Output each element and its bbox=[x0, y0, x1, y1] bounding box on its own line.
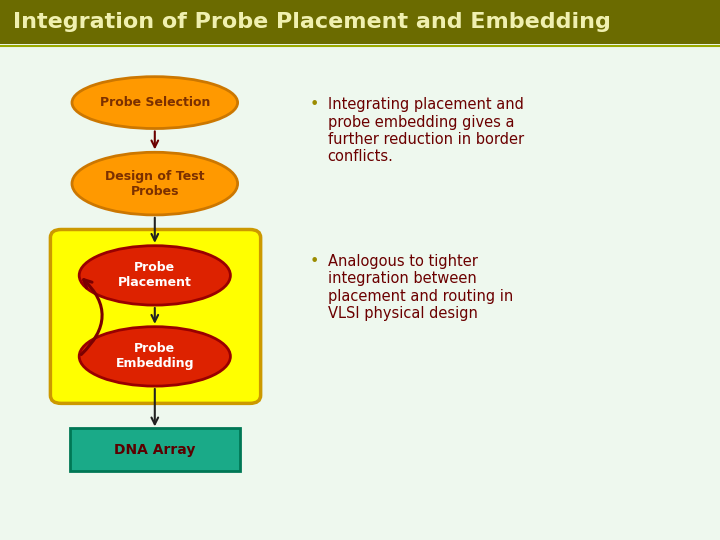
FancyArrowPatch shape bbox=[81, 280, 102, 354]
Text: Integration of Probe Placement and Embedding: Integration of Probe Placement and Embed… bbox=[13, 12, 611, 32]
Text: Probe
Embedding: Probe Embedding bbox=[115, 342, 194, 370]
Text: DNA Array: DNA Array bbox=[114, 443, 196, 456]
Text: Analogous to tighter
integration between
placement and routing in
VLSI physical : Analogous to tighter integration between… bbox=[328, 254, 513, 321]
Text: •: • bbox=[310, 97, 319, 112]
Ellipse shape bbox=[72, 152, 238, 215]
Ellipse shape bbox=[79, 246, 230, 305]
Text: Probe Selection: Probe Selection bbox=[99, 96, 210, 109]
FancyBboxPatch shape bbox=[0, 0, 720, 44]
FancyBboxPatch shape bbox=[50, 230, 261, 403]
Text: Probe
Placement: Probe Placement bbox=[118, 261, 192, 289]
Text: •: • bbox=[310, 254, 319, 269]
Ellipse shape bbox=[72, 77, 238, 129]
Text: Design of Test
Probes: Design of Test Probes bbox=[105, 170, 204, 198]
Ellipse shape bbox=[79, 327, 230, 386]
FancyBboxPatch shape bbox=[70, 428, 240, 471]
Text: Integrating placement and
probe embedding gives a
further reduction in border
co: Integrating placement and probe embeddin… bbox=[328, 97, 523, 164]
